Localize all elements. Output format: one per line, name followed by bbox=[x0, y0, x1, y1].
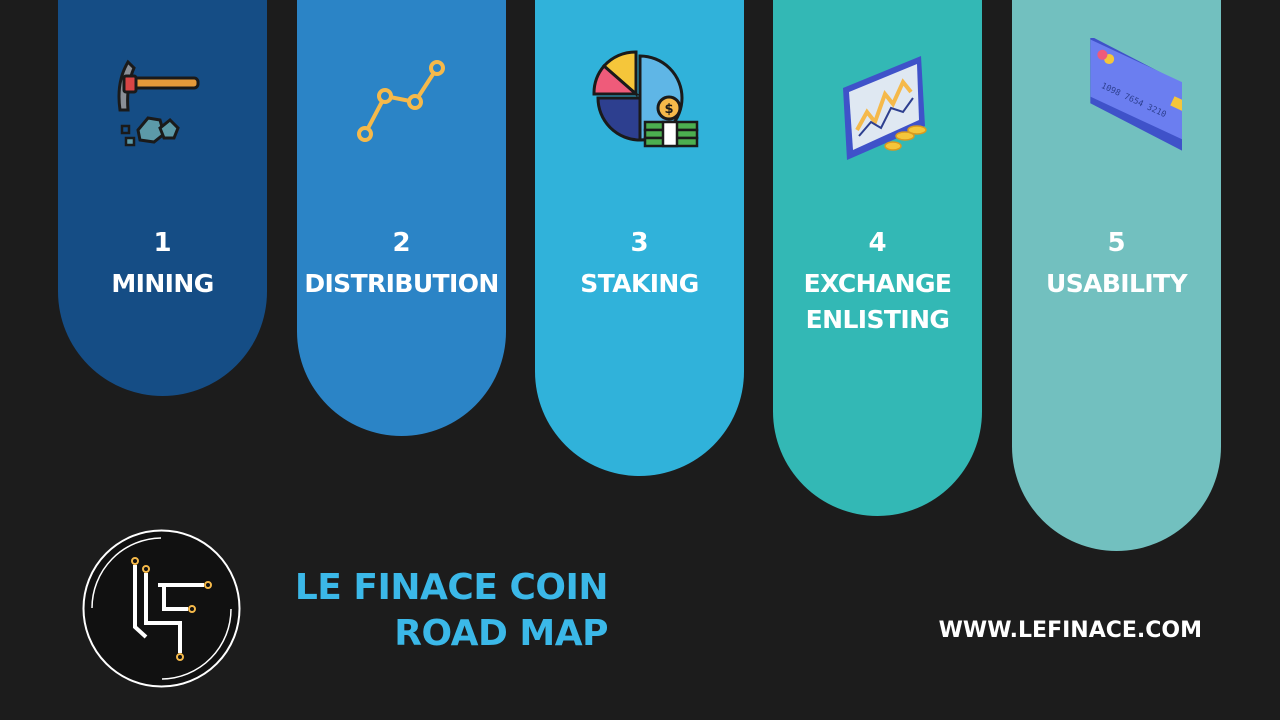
roadmap-step-exchange-enlisting: 4 EXCHANGE ENLISTING bbox=[773, 0, 982, 516]
brand-title: LE FINACE COIN ROAD MAP bbox=[268, 565, 609, 657]
step-title: EXCHANGE ENLISTING bbox=[803, 269, 952, 334]
roadmap-step-distribution: 2 DISTRIBUTION bbox=[297, 0, 506, 436]
svg-text:$: $ bbox=[664, 102, 673, 117]
roadmap-step-mining: 1 MINING bbox=[58, 0, 267, 396]
pickaxe-icon bbox=[98, 38, 228, 168]
step-title: MINING bbox=[111, 269, 214, 298]
step-number: 3 bbox=[630, 228, 649, 258]
roadmap-step-staking: $ 3 STAKING bbox=[535, 0, 744, 476]
pie-chart-money-icon: $ bbox=[575, 38, 705, 168]
brand-title-line-2: ROAD MAP bbox=[394, 613, 608, 654]
credit-card-icon: 1098 7654 3210 bbox=[1052, 38, 1182, 168]
lf-logo bbox=[80, 527, 243, 690]
step-number: 1 bbox=[153, 228, 172, 258]
step-title: DISTRIBUTION bbox=[304, 269, 499, 298]
step-number: 2 bbox=[392, 228, 411, 258]
step-title: USABILITY bbox=[1046, 269, 1188, 298]
brand-title-line-1: LE FINACE COIN bbox=[294, 567, 609, 608]
roadmap-step-usability: 1098 7654 3210 5 USABILITY bbox=[1012, 0, 1221, 551]
line-graph-icon bbox=[337, 38, 467, 168]
website-link[interactable]: WWW.LEFINACE.COM bbox=[938, 618, 1202, 643]
step-number: 4 bbox=[868, 228, 887, 258]
trading-monitor-icon bbox=[813, 38, 943, 168]
step-title: STAKING bbox=[580, 269, 699, 298]
step-number: 5 bbox=[1107, 228, 1126, 258]
